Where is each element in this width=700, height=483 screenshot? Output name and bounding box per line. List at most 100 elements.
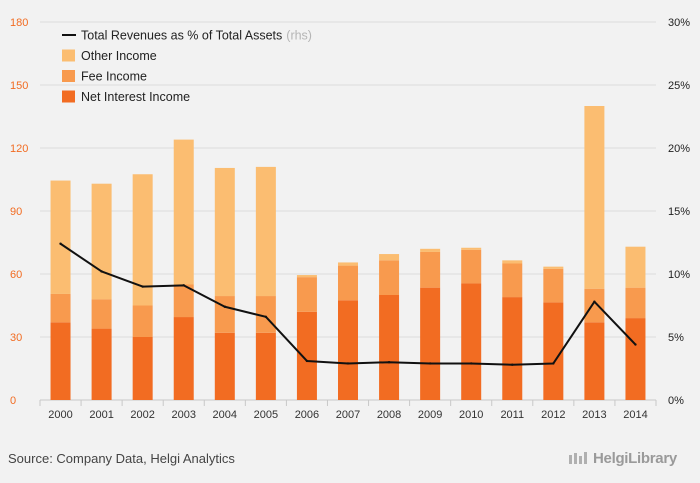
bar-other-income-2002 — [132, 174, 153, 306]
bar-other-income-2001 — [91, 183, 112, 300]
bar-fee-income-2010 — [461, 249, 482, 284]
bar-other-income-2014 — [625, 246, 646, 288]
y-right-tick-label: 20% — [668, 143, 690, 155]
x-tick-label: 2013 — [582, 409, 606, 421]
bar-fee-income-2004 — [214, 296, 235, 333]
bar-net-interest-income-2009 — [420, 287, 441, 400]
bar-net-interest-income-2008 — [379, 295, 400, 400]
y-left-tick-label: 90 — [10, 206, 22, 218]
line-point-2004 — [223, 305, 226, 308]
bar-fee-income-2009 — [420, 251, 441, 288]
y-left-tick-label: 180 — [10, 17, 28, 29]
bar-other-income-2009 — [420, 248, 441, 252]
y-right-tick-label: 25% — [668, 80, 690, 92]
bar-fee-income-2013 — [584, 288, 605, 323]
line-point-2009 — [428, 362, 432, 365]
bar-net-interest-income-2006 — [296, 311, 317, 400]
bar-net-interest-income-2002 — [132, 337, 153, 400]
bar-net-interest-income-2005 — [255, 332, 276, 400]
brand-name: HelgiLibrary — [593, 450, 677, 467]
line-point-2003 — [182, 284, 185, 287]
legend-swatch-net-interest-income — [62, 90, 75, 103]
bar-net-interest-income-2004 — [214, 332, 235, 400]
brand-logo: HelgiLibrary — [568, 450, 677, 467]
legend-label-fee-income: Fee Income — [81, 70, 147, 84]
line-point-2013 — [593, 300, 596, 303]
bar-fee-income-2008 — [379, 260, 400, 295]
line-point-2011 — [511, 363, 514, 366]
bar-other-income-2005 — [255, 166, 276, 297]
bar-other-income-2012 — [543, 266, 564, 269]
line-point-2014 — [634, 343, 637, 346]
x-tick-label: 2002 — [130, 409, 154, 421]
x-tick-label: 2011 — [500, 409, 524, 421]
bar-other-income-2004 — [214, 167, 235, 297]
revenue-chart: 0 0% 30 5% 60 10% 90 15% 120 20% 150 25% 180 30% 2000 2… — [10, 17, 690, 421]
y-right-tick-label: 15% — [668, 206, 690, 218]
source-note: Source: Company Data, Helgi Analytics — [8, 451, 235, 466]
x-tick-label: 2014 — [623, 409, 647, 421]
bar-fee-income-2003 — [173, 284, 194, 318]
bar-fee-income-2014 — [625, 287, 646, 319]
y-right-tick-label: 10% — [668, 269, 690, 281]
bar-other-income-2000 — [50, 180, 71, 294]
y-left-tick-label: 30 — [10, 332, 22, 344]
bar-fee-income-2011 — [502, 263, 523, 298]
bar-other-income-2006 — [296, 275, 317, 278]
legend-note-rhs: (rhs) — [286, 29, 312, 43]
bar-net-interest-income-2007 — [338, 300, 358, 400]
line-point-2001 — [100, 270, 103, 273]
y-right-tick-label: 30% — [668, 17, 690, 29]
x-tick-label: 2000 — [48, 409, 72, 421]
legend-swatch-other-income — [62, 49, 75, 62]
x-tick-label: 2003 — [171, 409, 195, 421]
x-tick-label: 2001 — [89, 409, 113, 421]
bar-other-income-2007 — [338, 262, 358, 266]
bar-fee-income-2006 — [296, 277, 317, 312]
x-tick-label: 2004 — [213, 409, 237, 421]
legend-label-total-revenues-as-of-total-assets: Total Revenues as % of Total Assets — [81, 29, 282, 43]
bar-net-interest-income-2010 — [461, 283, 482, 400]
bar-other-income-2008 — [379, 254, 400, 261]
bar-fee-income-2000 — [50, 293, 71, 323]
line-point-2007 — [346, 362, 350, 365]
y-left-tick-label: 60 — [10, 269, 22, 281]
bar-fee-income-2002 — [132, 305, 153, 337]
line-point-2010 — [470, 362, 473, 365]
bar-net-interest-income-2001 — [91, 328, 112, 400]
line-point-2012 — [552, 362, 555, 365]
bar-other-income-2010 — [461, 247, 482, 250]
bar-other-income-2011 — [502, 260, 523, 264]
x-tick-label: 2009 — [418, 409, 442, 421]
y-right-tick-label: 5% — [668, 332, 684, 344]
bar-fee-income-2007 — [338, 265, 358, 301]
line-point-2006 — [305, 359, 309, 363]
line-point-2002 — [141, 285, 144, 288]
x-tick-label: 2007 — [336, 409, 360, 421]
legend-label-other-income: Other Income — [81, 49, 157, 63]
library-icon — [569, 452, 587, 464]
bar-other-income-2003 — [173, 139, 194, 285]
x-tick-label: 2006 — [295, 409, 319, 421]
bar-net-interest-income-2013 — [584, 322, 605, 400]
bar-fee-income-2012 — [543, 268, 564, 303]
x-tick-label: 2010 — [459, 409, 483, 421]
legend-swatch-fee-income — [62, 70, 75, 82]
bar-net-interest-income-2012 — [543, 302, 564, 400]
bar-other-income-2013 — [584, 106, 605, 289]
line-point-2005 — [264, 315, 268, 319]
x-tick-label: 2008 — [377, 409, 401, 421]
bar-net-interest-income-2000 — [50, 322, 71, 400]
bar-net-interest-income-2011 — [502, 297, 523, 400]
y-right-tick-label: 0% — [668, 395, 684, 407]
bar-net-interest-income-2003 — [173, 317, 194, 400]
y-left-tick-label: 150 — [10, 80, 28, 92]
bar-net-interest-income-2014 — [625, 318, 646, 400]
bar-fee-income-2001 — [91, 299, 112, 329]
x-tick-label: 2012 — [541, 409, 565, 421]
line-point-2008 — [387, 361, 391, 364]
y-left-tick-label: 0 — [10, 395, 16, 407]
legend-label-net-interest-income: Net Interest Income — [81, 90, 190, 104]
x-tick-label: 2005 — [254, 409, 278, 421]
